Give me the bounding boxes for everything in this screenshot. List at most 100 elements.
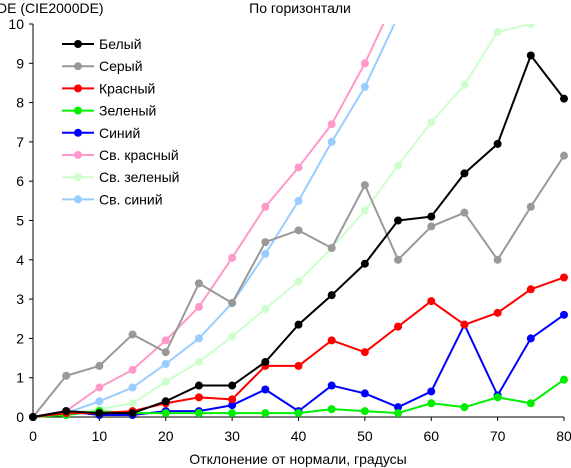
data-point xyxy=(128,409,137,418)
legend-item: Красный xyxy=(62,80,155,96)
series-1 xyxy=(29,51,568,421)
y-tick-label: 0 xyxy=(16,409,24,425)
data-point xyxy=(261,409,270,418)
data-point xyxy=(261,304,270,313)
data-point xyxy=(327,244,336,253)
data-point xyxy=(294,196,303,205)
y-tick-label: 4 xyxy=(16,252,24,268)
data-point xyxy=(62,371,71,380)
data-point xyxy=(128,330,137,339)
x-tick-label: 70 xyxy=(490,428,506,444)
legend-item: Белый xyxy=(62,36,142,52)
legend-swatch-marker xyxy=(74,40,82,48)
y-tick-label: 5 xyxy=(16,213,24,229)
data-point xyxy=(394,409,403,418)
data-point xyxy=(427,212,436,221)
x-tick-label: 10 xyxy=(92,428,108,444)
data-point xyxy=(493,255,502,264)
data-point xyxy=(560,151,568,160)
data-point xyxy=(128,399,137,408)
data-point xyxy=(294,226,303,235)
chart-axes: 0 1 2 3 4 5 6 7 8 9 10 0 10 20 30 40 50 60 70 80 xyxy=(8,16,571,444)
data-point xyxy=(327,120,336,129)
data-point xyxy=(560,310,568,319)
legend-item: Св. зеленый xyxy=(62,169,179,185)
data-point xyxy=(128,383,137,392)
data-point xyxy=(460,169,469,178)
series-line xyxy=(32,24,532,418)
legend-item: Зеленый xyxy=(62,103,156,119)
series-layer xyxy=(29,24,568,421)
legend-swatch-marker xyxy=(74,195,82,204)
y-tick-label: 2 xyxy=(16,330,24,346)
data-point xyxy=(493,308,502,317)
data-point xyxy=(228,299,237,308)
data-point xyxy=(327,381,336,390)
legend-label: Св. синий xyxy=(99,191,163,207)
data-point xyxy=(261,385,270,394)
legend-item: Св. красный xyxy=(62,147,179,163)
x-tick-label: 30 xyxy=(224,428,240,444)
legend-swatch-marker xyxy=(74,84,82,93)
chart-title: По горизонтали xyxy=(249,0,351,16)
y-tick-label: 6 xyxy=(16,173,24,189)
data-point xyxy=(261,249,270,258)
data-point xyxy=(427,387,436,396)
legend-swatch-marker xyxy=(74,106,82,115)
data-point xyxy=(228,253,237,262)
legend-item: Св. синий xyxy=(62,191,163,207)
data-point xyxy=(427,297,436,306)
data-point xyxy=(493,139,502,148)
y-tick-label: 10 xyxy=(8,16,24,32)
x-tick-label: 60 xyxy=(423,428,439,444)
data-point xyxy=(526,399,535,408)
data-point xyxy=(161,348,170,357)
data-point xyxy=(360,82,369,91)
data-point xyxy=(327,336,336,345)
data-point xyxy=(95,409,104,418)
data-point xyxy=(460,320,469,329)
data-point xyxy=(526,285,535,294)
data-point xyxy=(228,409,237,418)
data-point xyxy=(360,389,369,398)
data-point xyxy=(62,407,71,416)
data-point xyxy=(228,401,237,410)
data-point xyxy=(493,27,502,36)
chart-legend: Белый Серый Красный Зеленый Синий Св. красный… xyxy=(62,36,179,207)
data-point xyxy=(526,202,535,211)
legend-label: Св. красный xyxy=(99,147,179,163)
y-tick-label: 7 xyxy=(16,134,24,150)
legend-item: Синий xyxy=(62,125,140,141)
data-point xyxy=(294,163,303,172)
y-tick-label: 8 xyxy=(16,95,24,111)
data-point xyxy=(526,51,535,60)
legend-swatch-marker xyxy=(74,173,82,182)
data-point xyxy=(294,320,303,329)
data-point xyxy=(427,399,436,408)
data-point xyxy=(460,403,469,412)
y-tick-label: 9 xyxy=(16,55,24,71)
data-point xyxy=(360,407,369,416)
data-point xyxy=(526,334,535,343)
x-tick-label: 50 xyxy=(357,428,373,444)
data-point xyxy=(261,357,270,366)
data-point xyxy=(95,383,104,392)
data-point xyxy=(228,381,237,390)
data-point xyxy=(493,393,502,402)
data-point xyxy=(560,375,568,384)
data-point xyxy=(261,202,270,211)
data-point xyxy=(194,302,203,311)
data-point xyxy=(394,403,403,412)
legend-label: Зеленый xyxy=(99,103,156,119)
data-point xyxy=(460,208,469,217)
y-axis-label: DE (CIE2000DE) xyxy=(0,0,104,16)
data-point xyxy=(460,80,469,89)
legend-label: Серый xyxy=(99,58,143,74)
data-point xyxy=(161,359,170,368)
legend-label: Красный xyxy=(99,80,155,96)
data-point xyxy=(29,413,37,421)
data-point xyxy=(360,259,369,268)
data-point xyxy=(360,181,369,190)
data-point xyxy=(194,409,203,418)
